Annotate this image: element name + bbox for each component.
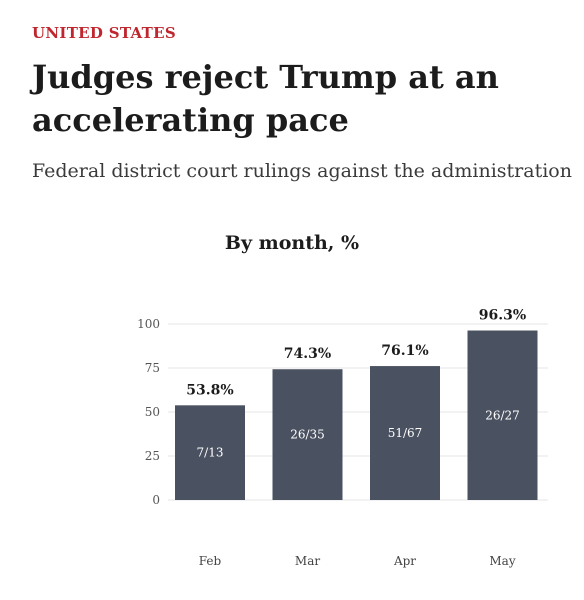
bar (370, 366, 440, 500)
x-category-label: Feb (199, 554, 222, 568)
bar (467, 330, 538, 500)
x-category-label: May (489, 554, 515, 568)
headline: Judges reject Trump at an accelerating p… (32, 58, 499, 139)
bar (272, 369, 343, 500)
y-tick-label: 0 (152, 493, 160, 507)
bar (175, 405, 245, 500)
y-tick-label: 75 (145, 361, 160, 375)
bar-count-label: 26/27 (485, 408, 520, 422)
bar-chart: 0 25 50 75 100 53.8% 7/13 Feb 74.3% 26/35 Mar 76.1%… (137, 308, 548, 568)
bar-count-label: 26/35 (290, 428, 325, 442)
x-category-label: Mar (295, 554, 320, 568)
bar-count-label: 51/67 (388, 426, 423, 440)
y-tick-label: 100 (137, 317, 160, 331)
chart-title: By month, % (224, 232, 360, 254)
bar-value-label: 53.8% (186, 382, 233, 398)
bar-value-label: 76.1% (381, 343, 428, 359)
subheadline: Federal district court rulings against t… (32, 160, 572, 182)
bar-value-label: 74.3% (284, 346, 331, 362)
bar-value-label: 96.3% (479, 308, 526, 324)
y-tick-label: 25 (145, 449, 160, 463)
x-category-label: Apr (393, 554, 416, 568)
bar-count-label: 7/13 (197, 446, 224, 460)
y-tick-label: 50 (145, 405, 160, 419)
section-kicker: UNITED STATES (32, 24, 176, 42)
